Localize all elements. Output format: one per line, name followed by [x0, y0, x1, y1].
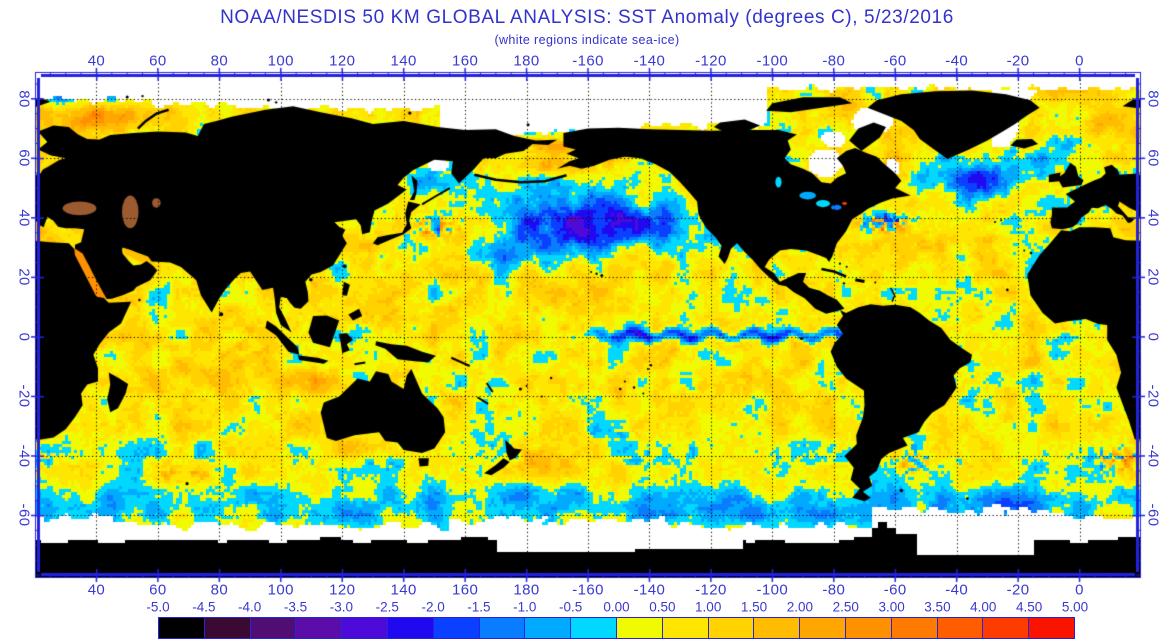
lon-tick-label-top: -40 — [945, 52, 969, 70]
colorbar-tick-label: 4.00 — [970, 599, 997, 615]
lon-tick-label-bottom: -140 — [633, 581, 666, 599]
colorbar-tick-label: -3.5 — [283, 599, 308, 615]
lat-tick-label-left: 80 — [15, 90, 33, 108]
colorbar-cell — [479, 618, 526, 638]
colorbar-cell — [754, 618, 801, 638]
lon-tick-label-top: 40 — [87, 52, 106, 70]
colorbar-cell — [433, 618, 480, 638]
lon-tick-label-bottom: 120 — [329, 581, 356, 599]
colorbar-tick-label: 0.00 — [603, 599, 630, 615]
colorbar-tick-label: -3.0 — [329, 599, 354, 615]
lat-tick-label-left: 60 — [15, 149, 33, 168]
colorbar-tick-label: 3.00 — [878, 599, 905, 615]
lon-tick-label-bottom: -20 — [1006, 581, 1030, 599]
world-map-sst-anomaly-heatmap — [27, 64, 1149, 586]
lat-tick-label-left: 40 — [15, 209, 33, 227]
lat-tick-label-right: 40 — [1144, 209, 1162, 227]
lon-tick-label-bottom: 0 — [1075, 581, 1084, 599]
lon-tick-label-bottom: 140 — [390, 581, 417, 599]
colorbar-cell — [891, 618, 938, 638]
colorbar-cell — [1029, 618, 1074, 638]
lon-tick-label-top: -20 — [1006, 52, 1030, 70]
lon-tick-label-top: 120 — [329, 52, 356, 70]
lon-tick-label-bottom: -80 — [822, 581, 846, 599]
lon-tick-label-top: 60 — [149, 52, 167, 70]
page-subtitle: (white regions indicate sea-ice) — [494, 33, 680, 47]
colorbar-cell — [983, 618, 1030, 638]
lon-tick-label-bottom: -100 — [756, 581, 789, 599]
lat-tick-label-right: 60 — [1144, 149, 1162, 168]
lon-tick-label-top: -120 — [695, 52, 727, 70]
lon-tick-label-top: -160 — [572, 52, 604, 70]
colorbar-cell — [845, 618, 892, 638]
colorbar-cell — [708, 618, 755, 638]
lat-tick-label-left: -40 — [15, 444, 33, 468]
colorbar-tick-label: 2.00 — [786, 599, 814, 615]
lat-tick-label-right: -20 — [1144, 384, 1162, 408]
colorbar-tick-label: 3.50 — [924, 599, 951, 615]
colorbar-tick-label: 4.50 — [1016, 599, 1043, 615]
colorbar-tick-label: -4.5 — [192, 599, 216, 615]
colorbar-cell — [387, 618, 434, 638]
colorbar-tick-label: -1.0 — [513, 599, 537, 615]
lon-tick-label-top: 0 — [1075, 52, 1084, 70]
colorbar-scale — [158, 617, 1075, 639]
lon-tick-label-top: -140 — [633, 52, 666, 70]
colorbar-tick-label: -0.5 — [559, 599, 583, 615]
lon-tick-label-top: -100 — [756, 52, 789, 70]
lon-tick-label-bottom: 160 — [451, 581, 479, 599]
lon-tick-label-bottom: 80 — [210, 581, 229, 599]
lat-tick-label-right: 0 — [1144, 332, 1162, 342]
lon-tick-label-top: 100 — [267, 52, 294, 70]
colorbar-tick-label: -2.0 — [421, 599, 445, 615]
colorbar-tick-label: -5.0 — [146, 599, 170, 615]
lat-tick-label-left: -60 — [15, 504, 33, 527]
colorbar-cell — [250, 618, 297, 638]
colorbar-cell — [662, 618, 709, 638]
colorbar-cell — [159, 618, 205, 638]
lat-tick-label-right: 80 — [1144, 90, 1162, 108]
lat-tick-label-right: -40 — [1144, 444, 1162, 468]
lon-tick-label-bottom: -120 — [695, 581, 727, 599]
colorbar-cell — [342, 618, 388, 638]
colorbar-cell — [571, 618, 617, 638]
colorbar-cell — [937, 618, 984, 638]
colorbar-tick-label: 2.50 — [832, 599, 859, 615]
lat-tick-label-right: 20 — [1144, 268, 1162, 287]
colorbar-cell — [525, 618, 572, 638]
colorbar-cell — [296, 618, 343, 638]
colorbar-tick-label: 0.50 — [649, 599, 676, 615]
lon-tick-label-bottom: 40 — [87, 581, 106, 599]
lat-tick-label-left: 20 — [15, 268, 33, 287]
colorbar-cell — [204, 618, 251, 638]
lon-tick-label-bottom: 100 — [267, 581, 294, 599]
lon-tick-label-bottom: 60 — [149, 581, 167, 599]
lon-tick-label-bottom: -160 — [572, 581, 604, 599]
colorbar-cell — [616, 618, 663, 638]
page-title: NOAA/NESDIS 50 KM GLOBAL ANALYSIS: SST A… — [220, 7, 954, 28]
lat-tick-label-right: -60 — [1144, 504, 1162, 527]
colorbar-tick-label: 1.00 — [695, 599, 722, 615]
lon-tick-label-bottom: -40 — [945, 581, 969, 599]
lat-tick-label-left: 0 — [15, 332, 33, 342]
lon-tick-label-top: 140 — [390, 52, 417, 70]
lon-tick-label-top: 80 — [210, 52, 229, 70]
lat-tick-label-left: -20 — [15, 384, 33, 408]
colorbar-tick-label: 1.50 — [740, 599, 768, 615]
lon-tick-label-bottom: 180 — [513, 581, 540, 599]
colorbar-cell — [800, 618, 846, 638]
colorbar-tick-label: -4.0 — [238, 599, 262, 615]
lon-tick-label-top: 180 — [513, 52, 540, 70]
colorbar-tick-label: 5.00 — [1061, 599, 1089, 615]
lon-tick-label-top: -80 — [822, 52, 846, 70]
lon-tick-label-bottom: -60 — [883, 581, 907, 599]
lon-tick-label-top: 160 — [451, 52, 479, 70]
colorbar-tick-label: -1.5 — [467, 599, 491, 615]
lon-tick-label-top: -60 — [883, 52, 907, 70]
colorbar-tick-label: -2.5 — [375, 599, 399, 615]
